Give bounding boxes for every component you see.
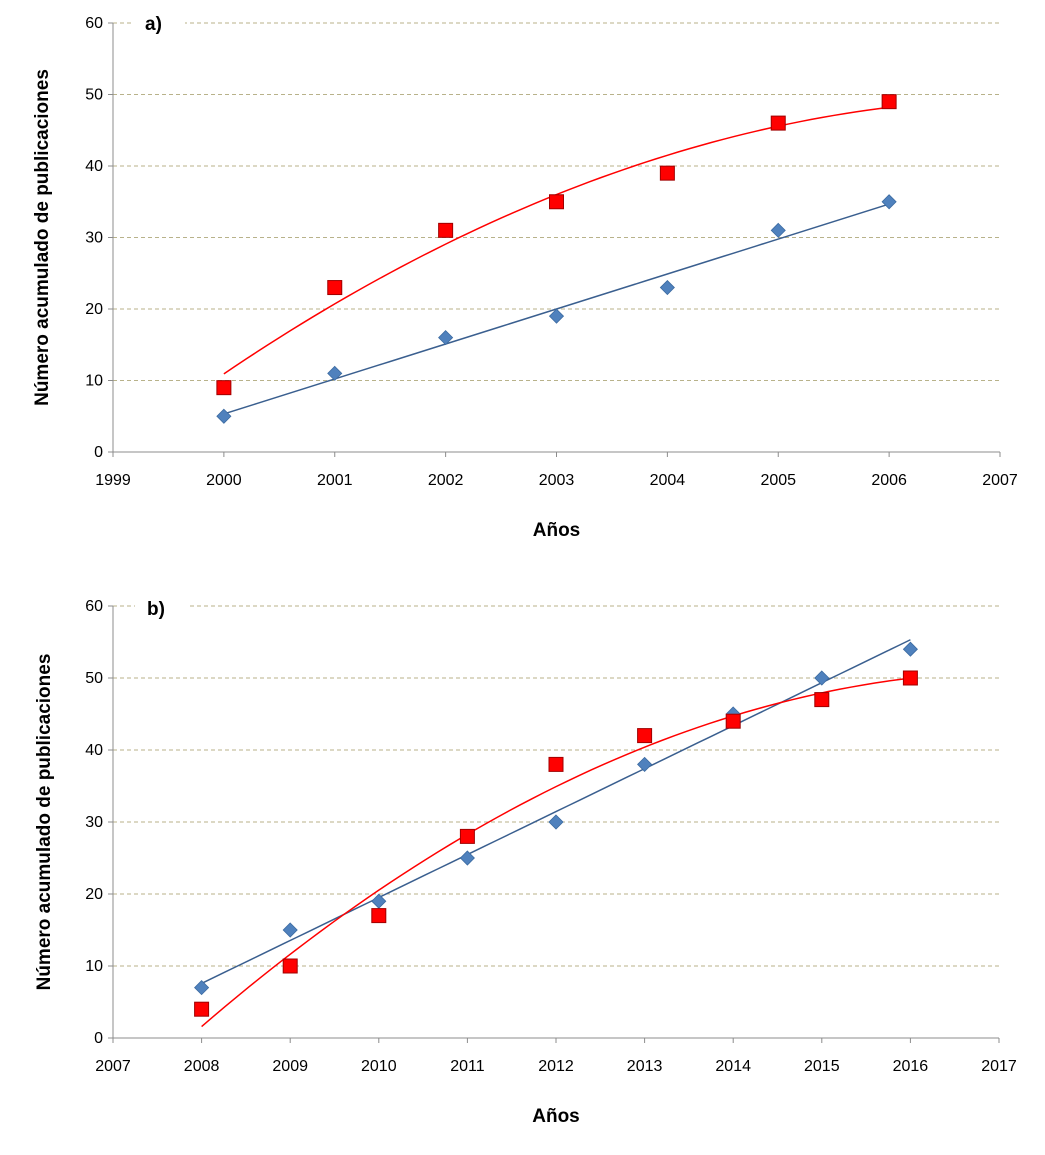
data-point-square — [814, 692, 830, 708]
y-tick-label: 20 — [85, 301, 103, 318]
data-point-square — [725, 713, 741, 729]
data-point-square — [459, 828, 475, 844]
data-point-diamond — [438, 330, 454, 346]
panel-label: a) — [145, 14, 162, 35]
x-tick-label: 2015 — [804, 1058, 840, 1075]
panel-label-box — [133, 6, 185, 40]
data-point-diamond — [371, 893, 387, 909]
y-axis-title: Número acumulado de publicaciones — [34, 654, 55, 991]
y-tick-label: 0 — [94, 1030, 103, 1047]
panel-label: b) — [147, 599, 165, 620]
data-point-diamond — [548, 814, 564, 830]
data-point-diamond — [637, 756, 653, 772]
data-point-square — [902, 670, 918, 686]
x-tick-label: 2007 — [95, 1058, 131, 1075]
y-tick-label: 40 — [85, 158, 103, 175]
y-tick-label: 40 — [85, 742, 103, 759]
data-point-square — [549, 194, 564, 210]
data-point-diamond — [216, 408, 232, 424]
data-point-square — [438, 222, 454, 238]
x-tick-label: 2003 — [539, 472, 575, 489]
x-tick-label: 2014 — [715, 1058, 751, 1075]
series-2-points — [216, 94, 897, 396]
y-tick-label: 60 — [85, 15, 103, 32]
y-tick-label: 30 — [85, 230, 103, 247]
data-point-square — [282, 958, 298, 974]
y-tick-label: 50 — [85, 87, 103, 104]
data-point-diamond — [902, 641, 918, 657]
y-tick-label: 0 — [94, 444, 103, 461]
chart-panel-a: 0 10 20 30 40 50 60 1999 2000 2001 2002 2003 2004 200… — [32, 6, 1018, 541]
x-tick-label: 2002 — [428, 472, 464, 489]
data-point-diamond — [327, 365, 343, 381]
data-point-diamond — [194, 980, 210, 996]
series-1-points — [194, 641, 918, 996]
x-tick-label: 2012 — [538, 1058, 574, 1075]
y-tick-label: 50 — [85, 670, 103, 687]
y-tick-label: 30 — [85, 814, 103, 831]
data-point-diamond — [814, 670, 830, 686]
x-tick-label: 2001 — [317, 472, 353, 489]
trendline-series-2 — [201, 677, 911, 1028]
data-point-square — [216, 380, 232, 396]
data-point-diamond — [548, 308, 565, 324]
data-point-square — [327, 280, 343, 296]
data-point-square — [371, 908, 387, 924]
x-tick-label: 2013 — [627, 1058, 663, 1075]
y-tick-label: 20 — [85, 886, 103, 903]
y-tick-label: 10 — [85, 958, 103, 975]
x-tick-label: 2000 — [206, 472, 242, 489]
data-point-square — [194, 1001, 210, 1017]
data-point-diamond — [459, 850, 475, 866]
x-tick-label: 2011 — [450, 1058, 485, 1075]
y-tick-label: 60 — [85, 598, 103, 615]
trendline-series-2 — [223, 106, 890, 375]
x-tick-label: 2004 — [650, 472, 686, 489]
series-1-points — [216, 194, 897, 424]
data-point-square — [881, 94, 897, 110]
x-tick-label: 2008 — [184, 1058, 220, 1075]
data-point-square — [548, 756, 564, 772]
data-point-diamond — [282, 922, 298, 938]
x-tick-label: 2005 — [760, 472, 796, 489]
x-tick-label: 1999 — [95, 472, 131, 489]
panel-label-box — [135, 591, 187, 625]
series-2-points — [194, 670, 918, 1017]
data-point-diamond — [659, 279, 675, 296]
data-point-diamond — [770, 222, 786, 238]
x-axis-title: Años — [533, 520, 581, 541]
x-axis-title: Años — [532, 1106, 580, 1127]
data-point-square — [659, 165, 675, 181]
y-axis-title: Número acumulado de publicaciones — [32, 69, 53, 406]
data-point-square — [770, 115, 786, 131]
data-point-diamond — [881, 194, 897, 210]
chart-panel-b: 0 10 20 30 40 50 60 2007 2008 2009 2010 2011 2012 201… — [34, 591, 1017, 1127]
gridlines — [113, 605, 999, 967]
y-tick-label: 10 — [85, 373, 103, 390]
x-tick-label: 2007 — [982, 472, 1018, 489]
x-tick-label: 2017 — [981, 1058, 1017, 1075]
x-tick-label: 2006 — [871, 472, 907, 489]
trendline-series-1 — [201, 639, 911, 985]
x-tick-label: 2010 — [361, 1058, 397, 1075]
x-tick-label: 2009 — [272, 1058, 308, 1075]
data-point-square — [637, 728, 653, 744]
x-tick-label: 2016 — [893, 1058, 929, 1075]
